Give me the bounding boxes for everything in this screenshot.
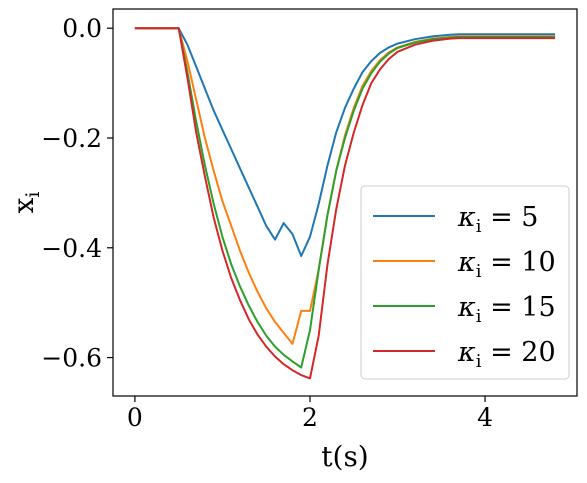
- x-tick-label: 4: [477, 403, 493, 432]
- legend-label-1: κi = 5: [457, 202, 538, 237]
- x-axis-title: t(s): [321, 440, 368, 473]
- y-axis: 0.0 −0.2 −0.4 −0.6: [41, 14, 113, 373]
- y-tick-label: 0.0: [62, 14, 102, 43]
- legend: κi = 5 κi = 10 κi = 15 κi = 20: [360, 185, 570, 380]
- x-tick-label: 2: [302, 403, 318, 432]
- series-line-1: [134, 27, 556, 257]
- y-tick-label: −0.2: [41, 124, 102, 153]
- y-axis-title: xi: [7, 192, 44, 214]
- y-tick-label: −0.4: [41, 234, 102, 263]
- svg-text:xi: xi: [7, 192, 44, 214]
- legend-label-4: κi = 20: [457, 337, 556, 372]
- legend-label-2: κi = 10: [457, 247, 556, 282]
- series-line-3: [134, 27, 556, 369]
- series-line-4: [134, 27, 556, 380]
- y-tick-label: −0.6: [41, 344, 102, 373]
- x-axis: 0 2 4: [127, 396, 493, 432]
- legend-label-3: κi = 15: [457, 292, 556, 327]
- x-tick-label: 0: [127, 403, 143, 432]
- axes-frame: [112, 8, 578, 397]
- plot-area: [134, 27, 556, 380]
- legend-frame: [360, 185, 570, 380]
